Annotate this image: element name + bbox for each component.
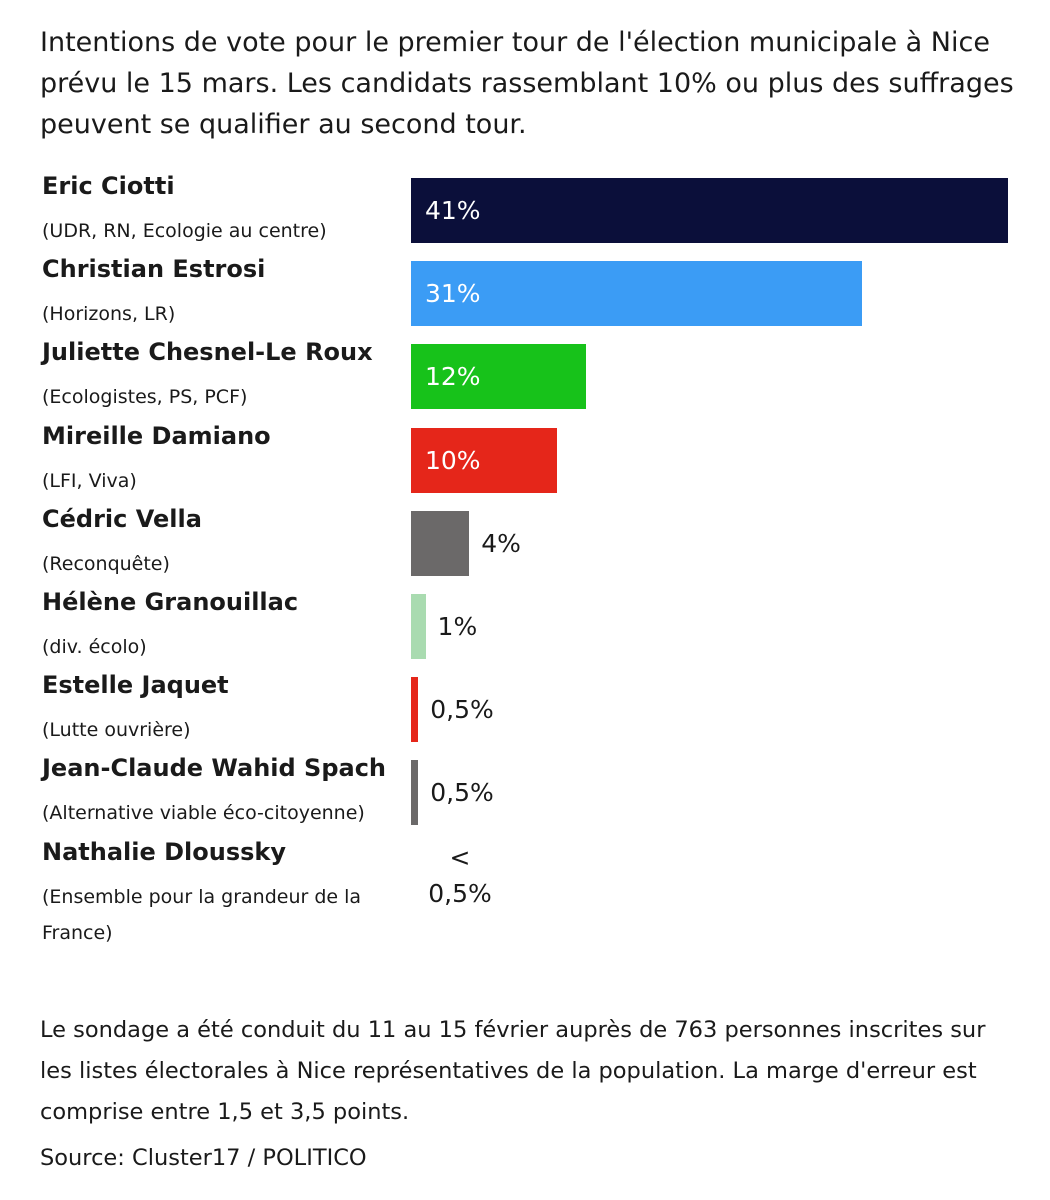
- party-label: (div. écolo): [42, 636, 147, 658]
- bar: [411, 594, 426, 659]
- party-label: (Horizons, LR): [42, 303, 176, 326]
- bar: [411, 344, 586, 410]
- bar: [411, 261, 863, 327]
- value-label: < 0,5%: [428, 842, 492, 908]
- party-label: (LFI, Viva): [42, 469, 137, 492]
- candidate-name: Mireille Damiano: [42, 421, 271, 450]
- bar: [411, 760, 419, 826]
- value-label: 4%: [481, 528, 521, 558]
- candidate-name: Cédric Vella: [42, 504, 202, 533]
- party-label: (Lutte ouvrière): [42, 719, 191, 742]
- value-label: 0,5%: [430, 778, 494, 808]
- chart-title: Intentions de vote pour le premier tour …: [40, 27, 1014, 140]
- party-label: (Ecologistes, PS, PCF): [42, 386, 248, 409]
- party-label: (Reconquête): [42, 552, 170, 575]
- party-label: (UDR, RN, Ecologie au centre): [42, 220, 327, 242]
- candidate-name: Eric Ciotti: [42, 172, 175, 200]
- footnote: Le sondage a été conduit du 11 au 15 fév…: [40, 1017, 986, 1125]
- value-label: 41%: [425, 196, 481, 225]
- party-label: (Ensemble pour la grandeur de la France): [42, 885, 362, 944]
- value-label: 12%: [425, 362, 481, 392]
- value-label: 10%: [425, 445, 481, 475]
- candidate-name: Hélène Granouillac: [42, 588, 299, 616]
- value-label: 31%: [425, 279, 481, 309]
- candidate-name: Jean-Claude Wahid Spach: [42, 754, 387, 783]
- value-label: 1%: [437, 612, 478, 641]
- party-label: (Alternative viable éco-citoyenne): [42, 802, 365, 825]
- candidate-name: Estelle Jaquet: [42, 671, 229, 700]
- candidate-name: Juliette Chesnel-Le Roux: [42, 338, 373, 367]
- candidate-name: Nathalie Dloussky: [42, 837, 287, 866]
- source: Source: Cluster17 / POLITICO: [40, 1145, 367, 1171]
- candidate-name: Christian Estrosi: [42, 255, 266, 284]
- bar: [411, 677, 419, 743]
- bar: [411, 178, 1008, 243]
- bar: [411, 427, 557, 493]
- bar: [411, 510, 470, 576]
- value-label: 0,5%: [430, 695, 494, 725]
